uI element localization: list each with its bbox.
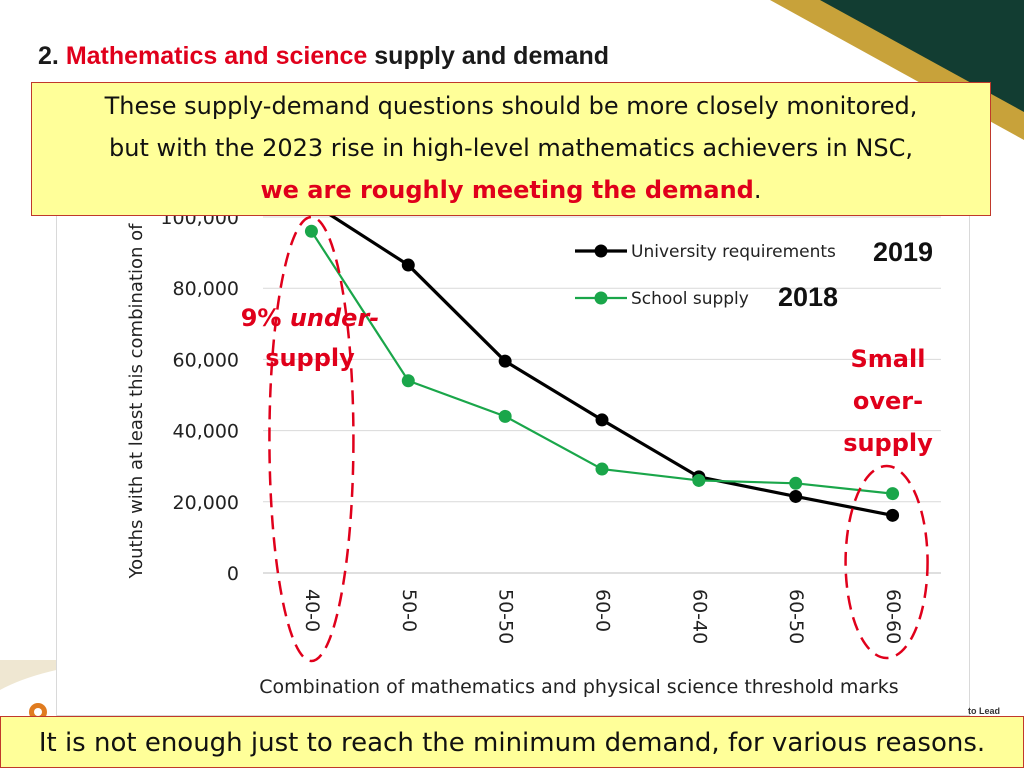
under-supply-word1: under- <box>289 304 380 332</box>
top-callout: These supply-demand questions should be … <box>31 82 991 216</box>
over-supply-line3: supply <box>843 429 933 457</box>
over-supply-line2: over- <box>852 387 924 415</box>
top-callout-end: . <box>753 176 762 204</box>
data-point <box>498 354 512 368</box>
chart-panel: 0 20,000 40,000 60,000 80,000 100,000 40-0 50-0… <box>56 200 970 716</box>
top-callout-highlight: we are roughly meeting the demand <box>260 176 754 204</box>
slide-title: 2. Mathematics and science supply and de… <box>38 42 609 71</box>
legend-label: University requirements <box>631 242 836 262</box>
data-point <box>595 462 609 476</box>
x-tick-label: 60-60 <box>882 589 904 644</box>
data-point <box>401 374 415 388</box>
data-point <box>498 409 512 423</box>
year-label-supply: 2018 <box>778 282 839 312</box>
data-point <box>304 224 318 238</box>
x-tick-label: 50-0 <box>398 589 420 632</box>
title-number: 2. <box>38 42 59 70</box>
bottom-callout: It is not enough just to reach the minim… <box>0 716 1024 768</box>
y-tick-label: 80,000 <box>173 278 239 300</box>
legend-label: School supply <box>631 289 749 309</box>
top-callout-line1: These supply-demand questions should be … <box>104 92 918 120</box>
y-axis-label: Youths with at least this combination of <box>126 223 147 580</box>
y-tick-label: 0 <box>227 563 239 585</box>
x-axis-label: Combination of mathematics and physical … <box>259 676 898 698</box>
data-point <box>692 473 706 487</box>
x-tick-label: 40-0 <box>301 589 323 632</box>
under-supply-annotation: 9% under- supply <box>230 298 390 378</box>
x-tick-label: 60-50 <box>785 589 807 644</box>
over-supply-line1: Small <box>850 345 926 373</box>
year-label-requirements: 2019 <box>873 237 934 267</box>
under-supply-highlight-ellipse <box>268 215 355 663</box>
y-tick-label: 20,000 <box>173 492 239 514</box>
under-supply-word2: supply <box>265 344 355 372</box>
footer-tag: to Lead <box>968 706 1001 716</box>
data-point <box>789 476 803 490</box>
legend-marker <box>594 291 608 305</box>
under-supply-pct: 9% <box>240 304 282 332</box>
series-line <box>310 230 893 495</box>
data-point <box>886 508 900 522</box>
data-point <box>595 413 609 427</box>
legend-marker <box>594 244 608 258</box>
x-tick-label: 60-40 <box>688 589 710 644</box>
data-point <box>789 489 803 503</box>
logo-icon <box>29 703 47 720</box>
bottom-left-swoosh <box>0 660 120 690</box>
over-supply-annotation: Small over- supply <box>828 338 948 464</box>
y-tick-label: 60,000 <box>173 349 239 371</box>
x-tick-label: 60-0 <box>592 589 614 632</box>
top-callout-line3: we are roughly meeting the demand. <box>32 169 990 211</box>
x-tick-label: 50-50 <box>495 589 517 644</box>
title-highlight: Mathematics and science <box>65 42 368 70</box>
data-point <box>401 258 415 272</box>
data-point <box>886 487 900 501</box>
over-supply-highlight-ellipse <box>844 464 929 660</box>
top-callout-line2: but with the 2023 rise in high-level mat… <box>109 134 913 162</box>
y-tick-label: 40,000 <box>173 421 239 443</box>
title-rest: supply and demand <box>374 42 610 70</box>
